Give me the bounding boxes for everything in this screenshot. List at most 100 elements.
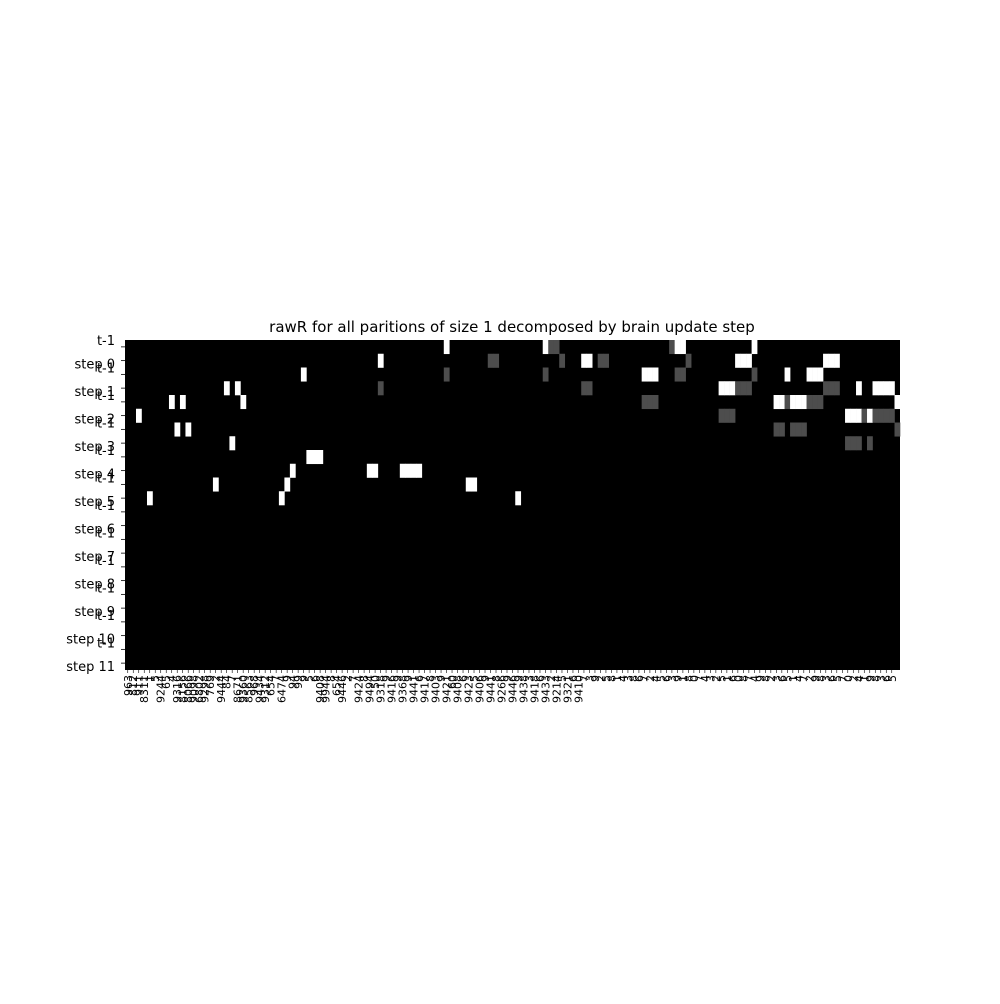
x-tick-label: 8 [814, 675, 827, 682]
x-tick-label: 8563 [243, 675, 256, 703]
x-tick-label: 8 [759, 675, 772, 682]
x-tick-label: 9438 [517, 675, 530, 703]
heatmap-cell [311, 450, 318, 465]
heatmap-cell [718, 408, 725, 423]
heatmap-cell [641, 395, 648, 410]
heatmap-cell [801, 395, 807, 410]
x-tick-label: 9408 [452, 675, 465, 703]
y-tick-label: step 4 [74, 468, 115, 483]
x-tick-label: 7 [226, 675, 239, 682]
x-tick-label: 9244 [155, 675, 168, 703]
heatmap-cell [284, 477, 291, 492]
x-tick-label: 1 [611, 675, 624, 682]
x-tick-label: 9321 [561, 675, 574, 703]
heatmap-cell [718, 381, 725, 396]
heatmap-cell [790, 422, 796, 437]
heatmap-cell [603, 353, 609, 368]
heatmap-cell [597, 353, 604, 368]
heatmap-cell [559, 353, 566, 368]
y-tick-label: step 0 [74, 358, 115, 373]
x-tick-label: 9408 [314, 675, 327, 703]
x-tick-label: 9424 [353, 675, 366, 703]
heatmap-cell [212, 477, 219, 492]
x-tick-label: 3 [622, 675, 635, 682]
heatmap-cell [850, 436, 857, 451]
x-tick-label: 9421 [441, 675, 454, 703]
x-tick-label: 1 [787, 675, 800, 682]
x-tick-label: 9 [671, 675, 684, 682]
x-tick-label: 7 [836, 675, 849, 682]
x-tick-label: 9 [512, 675, 525, 682]
x-tick-label: 4 [166, 675, 179, 682]
x-tick-label: 9214 [550, 675, 563, 703]
x-tick-label: 9444 [215, 675, 228, 703]
heatmap-cell [834, 381, 840, 396]
x-tick-label: 6474 [276, 675, 289, 703]
heatmap-cell [751, 340, 758, 355]
x-tick-label: 9266 [496, 675, 509, 703]
x-tick-label: 5 [715, 675, 728, 682]
heatmap-cell [185, 422, 192, 437]
x-axis: 9638129118311159244654931681568066909868… [122, 670, 899, 703]
x-tick-label: 812 [127, 675, 140, 696]
x-tick-label: 7 [270, 675, 283, 682]
heatmap-cell [405, 463, 412, 478]
y-tick-label: t-1 [97, 581, 115, 596]
heatmap-cell [146, 491, 153, 506]
x-tick-label: 2 [765, 675, 778, 682]
heatmap-cell [647, 367, 653, 382]
heatmap-cell [806, 367, 813, 382]
x-tick-label: 7 [743, 675, 756, 682]
x-tick-label: 9098 [188, 675, 201, 703]
x-tick-label: 9418 [528, 675, 541, 703]
x-tick-label: 8 [490, 675, 503, 682]
x-tick-label: 9417 [419, 675, 432, 703]
x-tick-label: 60 [446, 675, 459, 689]
x-tick-label: 9360 [237, 675, 250, 703]
y-tick-label: step 5 [74, 495, 115, 510]
heatmap-cell [856, 436, 862, 451]
heatmap-cell [867, 436, 873, 451]
x-tick-label: 654 [331, 675, 344, 696]
x-tick-label: 1 [858, 675, 871, 682]
x-tick-label: 9 [435, 675, 448, 682]
y-tick-label: step 1 [74, 385, 115, 400]
heatmap-cell [795, 422, 802, 437]
heatmap-cell [542, 367, 549, 382]
x-tick-label: 8156 [177, 675, 190, 703]
heatmap-cell [894, 395, 901, 410]
heatmap-cell [812, 395, 818, 410]
x-tick-label: 8 [605, 675, 618, 682]
x-tick-label: 9406 [474, 675, 487, 703]
heatmap-cell [883, 381, 890, 396]
heatmap-cell [889, 381, 895, 396]
x-tick-label: 3 [583, 675, 596, 682]
x-tick-label: 3 [770, 675, 783, 682]
x-tick-label: 8 [358, 675, 371, 682]
x-tick-label: 9368 [397, 675, 410, 703]
heatmap-cell [300, 367, 307, 382]
heatmap-cell [289, 463, 296, 478]
heatmap-cell [542, 340, 549, 355]
x-tick-label: 9 [809, 675, 822, 682]
x-tick-label: 9316 [171, 675, 184, 703]
x-tick-label: 7 [578, 675, 591, 682]
heatmap-cell [685, 353, 692, 368]
x-tick-label: 7 [798, 675, 811, 682]
x-tick-label: 7 [638, 675, 651, 682]
heatmap-cell [234, 381, 241, 396]
heatmap-cell [669, 340, 675, 355]
y-tick-label: t-1 [97, 334, 115, 349]
y-tick-label: step 7 [74, 550, 115, 565]
x-tick-label: 8 [424, 675, 437, 682]
x-tick-label: 3 [666, 675, 679, 682]
x-tick-label: 3 [820, 675, 833, 682]
heatmap-cell [850, 408, 857, 423]
heatmap-background [125, 340, 900, 670]
x-tick-label: 6 [309, 675, 322, 682]
x-tick-label: 9446 [336, 675, 349, 703]
x-tick-label: 963 [122, 675, 135, 696]
heatmap-cell [773, 422, 780, 437]
y-tick-label: t-1 [97, 636, 115, 651]
heatmap-cell [751, 367, 758, 382]
